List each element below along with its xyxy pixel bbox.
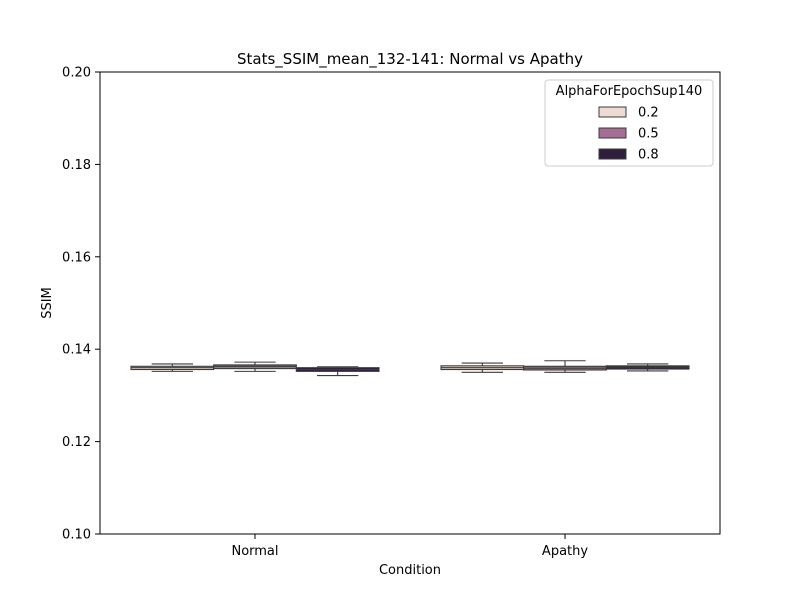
- y-axis: 0.10 0.12 0.14 0.16 0.18 0.20: [62, 66, 100, 543]
- y-tick-label: 0.14: [62, 343, 91, 358]
- y-tick-label: 0.18: [62, 158, 91, 173]
- y-tick-label: 0.20: [62, 66, 91, 81]
- y-tick-label: 0.12: [62, 435, 91, 450]
- box-0.2-normal: [130, 363, 215, 372]
- x-axis: Normal Apathy: [231, 534, 588, 559]
- legend-label-0.8: 0.8: [638, 148, 659, 163]
- legend-label-0.2: 0.2: [638, 106, 659, 121]
- box-0.5-normal: [213, 361, 297, 372]
- legend-frame: [544, 79, 714, 167]
- chart-title: Stats_SSIM_mean_132-141: Normal vs Apath…: [237, 50, 583, 69]
- legend-title: AlphaForEpochSup140: [556, 84, 703, 99]
- box-0.8-apathy: [605, 363, 690, 372]
- legend-swatch-0.2: [598, 106, 627, 118]
- y-tick-label: 0.16: [62, 250, 91, 265]
- box-0.5-apathy: [523, 360, 607, 373]
- plot-frame: [99, 71, 721, 535]
- plot-area: [130, 360, 690, 377]
- legend-swatch-0.5: [598, 127, 627, 139]
- x-tick-label: Apathy: [542, 544, 588, 559]
- x-axis-label: Condition: [379, 563, 441, 578]
- legend-swatch-0.8: [598, 148, 627, 160]
- x-tick-label: Normal: [231, 544, 278, 559]
- legend: AlphaForEpochSup140 0.2 0.5 0.8: [544, 79, 714, 167]
- box-0.2-apathy: [440, 362, 525, 373]
- y-axis-label: SSIM: [40, 287, 55, 319]
- box-0.8-normal: [295, 366, 380, 377]
- legend-label-0.5: 0.5: [638, 127, 659, 142]
- y-tick-label: 0.10: [62, 528, 91, 543]
